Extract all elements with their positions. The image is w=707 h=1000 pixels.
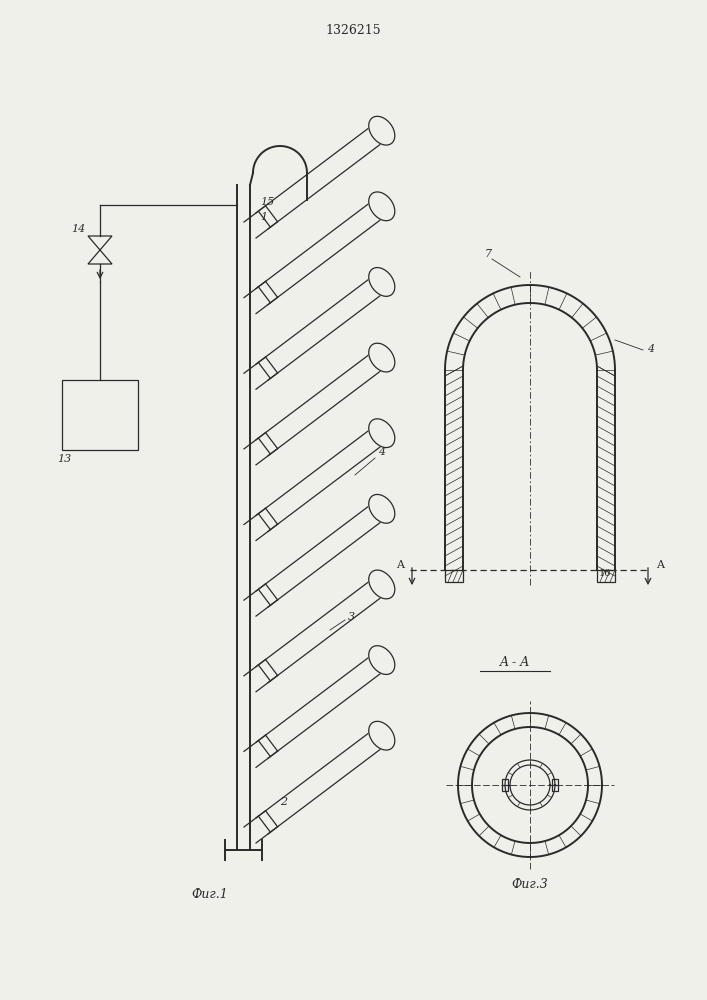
Text: 14: 14 [71,224,85,234]
Text: 1: 1 [260,212,267,222]
Ellipse shape [369,419,395,448]
Ellipse shape [369,343,395,372]
Text: 3: 3 [348,612,355,622]
Bar [62,380,138,450]
Ellipse shape [369,268,395,296]
Bar [502,779,508,791]
Ellipse shape [369,494,395,523]
Text: 1326215: 1326215 [325,23,381,36]
Bar [445,570,463,582]
Ellipse shape [369,192,395,221]
Text: A - A: A - A [500,656,530,670]
Ellipse shape [369,646,395,674]
Text: Фиг.3: Фиг.3 [512,879,549,892]
Ellipse shape [369,116,395,145]
Bar [552,779,558,791]
Bar [597,570,615,582]
Ellipse shape [369,570,395,599]
Text: 4: 4 [378,447,385,457]
Text: 16: 16 [599,569,612,578]
Text: A: A [656,560,664,570]
Ellipse shape [369,721,395,750]
Text: 13: 13 [57,454,71,464]
Text: Фиг.1: Фиг.1 [192,888,228,902]
Text: 7: 7 [484,249,491,259]
Text: A: A [396,560,404,570]
Text: 2: 2 [280,797,287,807]
Text: 4: 4 [647,344,654,354]
Text: 15: 15 [260,197,274,207]
